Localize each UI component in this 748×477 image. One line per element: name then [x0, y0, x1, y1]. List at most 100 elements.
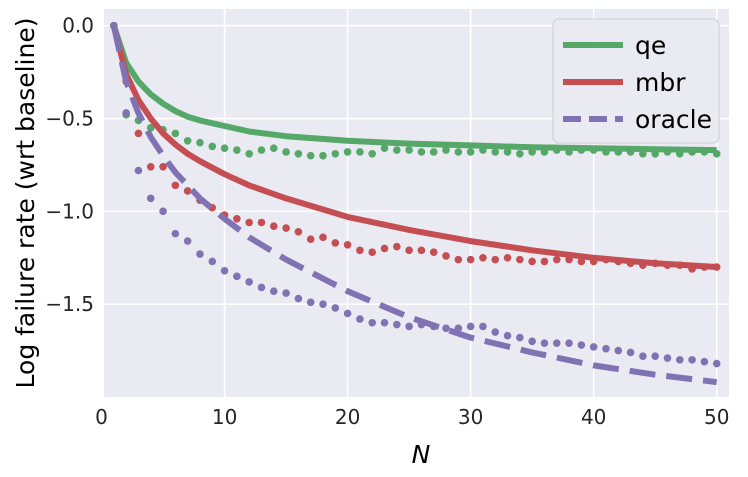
mbr-observed-point [516, 255, 524, 264]
oracle-observed-point [663, 354, 672, 362]
qe-observed-point [146, 124, 155, 132]
oracle-fitted-line [110, 25, 718, 386]
mbr-observed-point [183, 187, 192, 195]
tick-labels: 0 10 20 30 40 50 0.0 −0.5 −1.0 −1.5 [45, 14, 729, 429]
oracle-observed-point [331, 304, 340, 312]
qe-observed-point [331, 150, 340, 158]
mbr-observed-point [442, 252, 450, 260]
x-tick-label: 20 [335, 405, 360, 429]
qe-observed-point [429, 148, 438, 156]
x-tick-label: 10 [212, 405, 237, 429]
oracle-observed-point [343, 309, 352, 318]
mbr-observed-point [171, 181, 180, 190]
oracle-observed-point [159, 207, 167, 216]
qe-observed-point [405, 146, 413, 154]
oracle-observed-point [540, 339, 549, 347]
mbr-observed-point [417, 246, 426, 255]
oracle-observed-point [552, 339, 561, 347]
mbr-observed-point [405, 246, 413, 255]
qe-observed-point [503, 148, 512, 156]
oracle-observed-point [306, 298, 315, 307]
y-tick-label: 0.0 [62, 14, 94, 38]
qe-observed-point [294, 150, 303, 158]
mbr-observed-point [454, 255, 463, 264]
qe-observed-point [343, 148, 352, 156]
oracle-observed-point [602, 344, 610, 353]
oracle-observed-point [257, 283, 266, 292]
qe-observed-point [380, 144, 389, 153]
oracle-observed-point [675, 356, 684, 364]
mbr-observed-point [368, 248, 377, 256]
oracle-observed-point [688, 356, 696, 364]
oracle-observed-point [294, 294, 303, 303]
qe-observed-point [356, 148, 364, 156]
qe-observed-point [516, 150, 524, 158]
qe-observed-point [442, 146, 450, 154]
mbr-observed-point [319, 233, 327, 242]
y-tick-label: −1.0 [45, 199, 94, 223]
mbr-observed-point [356, 246, 364, 255]
oracle-observed-point [479, 322, 487, 331]
qe-observed-point [245, 150, 253, 158]
mbr-observed-point [540, 257, 549, 266]
oracle-observed-point [380, 318, 389, 327]
oracle-observed-point [442, 324, 450, 333]
qe-observed-point [466, 148, 475, 156]
oracle-observed-point [700, 357, 709, 366]
mbr-observed-point [343, 240, 352, 249]
oracle-observed-point [466, 322, 475, 331]
oracle-observed-point [245, 278, 253, 286]
oracle-observed-point [122, 109, 130, 117]
mbr-observed-point [282, 224, 290, 232]
qe-observed-point [257, 146, 266, 154]
oracle-observed-point [282, 289, 290, 297]
oracle-observed-point [233, 272, 241, 281]
oracle-observed-point [639, 352, 647, 360]
mbr-observed-point [245, 218, 253, 227]
mbr-observed-point [528, 257, 536, 266]
mbr-observed-point [159, 162, 167, 171]
qe-observed-point [171, 129, 180, 138]
oracle-observed-point [269, 287, 278, 295]
oracle-observed-point [405, 322, 413, 331]
x-tick-label: 40 [581, 405, 606, 429]
oracle-observed-point [208, 257, 217, 266]
oracle-observed-point [491, 328, 500, 336]
x-tick-label: 50 [704, 405, 729, 429]
mbr-observed-point [552, 255, 561, 264]
mbr-observed-point [331, 239, 340, 247]
qe-observed-point [233, 146, 241, 154]
mbr-observed-point [146, 162, 155, 171]
mbr-observed-point [577, 257, 586, 266]
qe-observed-point [282, 148, 290, 156]
qe-observed-point [368, 150, 377, 158]
mbr-fitted-line [110, 24, 717, 270]
mbr-observed-point [134, 129, 143, 138]
legend-qe-label: qe [635, 31, 666, 60]
oracle-observed-point [134, 166, 143, 175]
oracle-observed-point [528, 337, 536, 346]
mbr-observed-point [233, 214, 241, 223]
qe-observed-point [491, 148, 500, 156]
mbr-observed-point [479, 253, 487, 262]
oracle-observed-point [614, 346, 623, 355]
qe-observed-point [454, 148, 463, 156]
oracle-observed-point [183, 237, 192, 245]
oracle-observed-point [516, 333, 524, 342]
mbr-observed-point [257, 218, 266, 227]
oracle-observed-point [393, 320, 401, 329]
y-tick-label: −0.5 [45, 107, 94, 131]
mbr-observed-point [306, 235, 315, 244]
oracle-observed-point [712, 359, 721, 368]
oracle-observed-point [565, 339, 573, 347]
oracle-observed-point [319, 300, 327, 308]
qe-observed-point [319, 151, 327, 160]
mbr-observed-point [380, 244, 389, 253]
series-layer [110, 21, 721, 386]
mbr-observed-point [294, 227, 303, 236]
oracle-observed-point [146, 194, 155, 203]
legend-box [552, 18, 720, 144]
oracle-observed-point [626, 348, 635, 357]
mbr-observed-point [491, 255, 500, 264]
